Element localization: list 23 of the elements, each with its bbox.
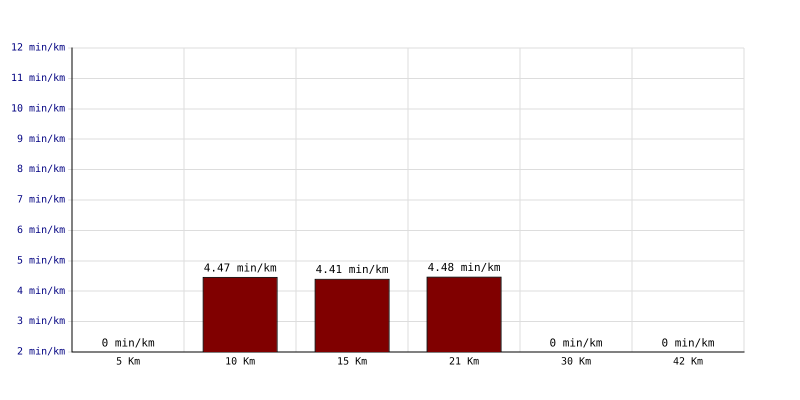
y-tick-label: 5 min/km: [17, 255, 66, 266]
x-tick-label: 5 Km: [116, 356, 140, 368]
y-tick-label: 6 min/km: [17, 224, 66, 236]
y-tick-label: 11 min/km: [10, 72, 66, 84]
x-tick-label: 21 Km: [449, 356, 480, 368]
x-tick-label: 15 Km: [337, 356, 368, 368]
y-tick-label: 2 min/km: [17, 346, 66, 358]
text: 0 min/km: [662, 336, 715, 350]
x-tick-label: 42 Km: [672, 356, 704, 368]
y-tick-label: 7 min/km: [17, 194, 66, 206]
y-tick-label: 12 min/km: [10, 42, 66, 54]
y-tick-label: 3 min/km: [17, 316, 66, 328]
data-label: 4.48 min/km: [428, 260, 501, 274]
x-tick-label: 10 Km: [225, 356, 256, 368]
x-tick-label: 30 Km: [560, 356, 592, 368]
text: 0 min/km: [550, 336, 603, 350]
y-tick-label: 10 min/km: [10, 103, 66, 114]
y-tick-label: 4 min/km: [17, 286, 66, 297]
data-label: 4.41 min/km: [316, 263, 389, 276]
text: 0 min/km: [102, 336, 155, 350]
y-tick-label: 9 min/km: [17, 134, 66, 145]
data-label: 4.47 min/km: [204, 261, 277, 274]
y-tick-label: 8 min/km: [17, 164, 66, 176]
